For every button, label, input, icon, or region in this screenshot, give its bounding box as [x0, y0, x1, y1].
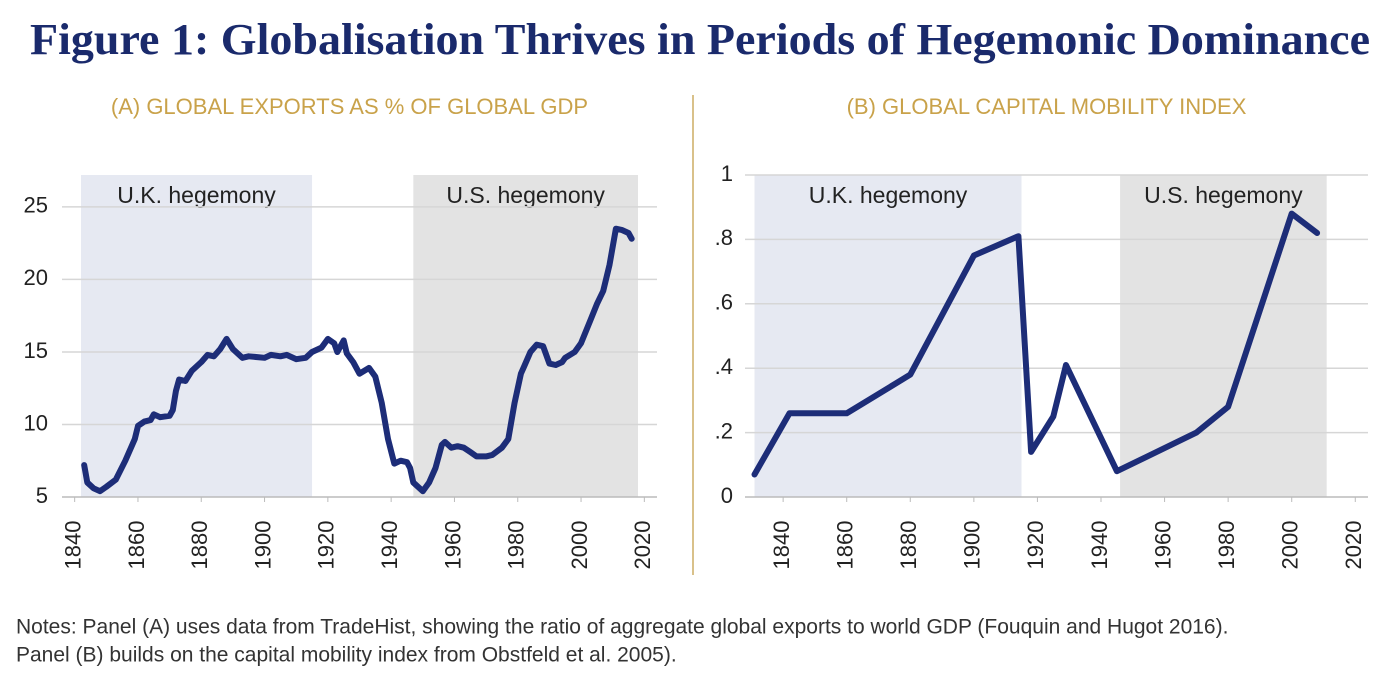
x-tick-label: 1920	[314, 521, 339, 570]
x-tick-label: 1880	[187, 521, 212, 570]
x-tick-label: 1940	[377, 521, 402, 570]
x-tick-label: 1980	[1214, 521, 1239, 570]
y-tick-label: 25	[24, 193, 48, 218]
y-tick-label: 0	[721, 483, 733, 508]
y-tick-label: .4	[715, 354, 733, 379]
x-tick-label: 1860	[833, 521, 858, 570]
y-tick-label: .2	[715, 418, 733, 443]
x-tick-label: 2000	[567, 521, 592, 570]
x-tick-label: 1900	[250, 521, 275, 570]
region-label: U.S. hegemony	[1144, 182, 1303, 208]
data-line	[751, 210, 1321, 478]
y-tick-label: 10	[24, 410, 48, 435]
x-tick-label: 2000	[1278, 521, 1303, 570]
x-tick-label: 1960	[440, 521, 465, 570]
y-tick-label: .8	[715, 225, 733, 250]
y-tick-label: 20	[24, 265, 48, 290]
hegemony-region	[80, 175, 313, 497]
y-tick-label: 5	[36, 483, 48, 508]
x-tick-label: 1860	[124, 521, 149, 570]
x-tick-label: 2020	[1341, 521, 1366, 570]
panel-title: (A) GLOBAL EXPORTS AS % OF GLOBAL GDP	[111, 94, 588, 119]
data-line	[81, 225, 635, 495]
y-tick-label: 1	[721, 161, 733, 186]
y-tick-label: .6	[715, 290, 733, 315]
figure-title: Figure 1: Globalisation Thrives in Perio…	[30, 15, 1370, 64]
note-line: Notes: Panel (A) uses data from TradeHis…	[16, 616, 1228, 639]
x-tick-label: 1900	[960, 521, 985, 570]
x-tick-label: 1960	[1150, 521, 1175, 570]
region-label: U.K. hegemony	[809, 182, 968, 208]
region-label: U.S. hegemony	[446, 182, 605, 208]
x-tick-label: 1840	[60, 521, 85, 570]
x-tick-label: 1940	[1087, 521, 1112, 570]
hegemony-region	[754, 175, 1022, 497]
panel-title: (B) GLOBAL CAPITAL MOBILITY INDEX	[847, 94, 1247, 119]
x-tick-label: 2020	[630, 521, 655, 570]
x-tick-label: 1980	[504, 521, 529, 570]
region-label: U.K. hegemony	[117, 182, 276, 208]
hegemony-region	[413, 175, 639, 497]
y-tick-label: 15	[24, 338, 48, 363]
x-tick-label: 1840	[769, 521, 794, 570]
x-tick-label: 1880	[896, 521, 921, 570]
hegemony-region	[1120, 175, 1327, 497]
x-tick-label: 1920	[1023, 521, 1048, 570]
note-line: Panel (B) builds on the capital mobility…	[16, 644, 677, 667]
